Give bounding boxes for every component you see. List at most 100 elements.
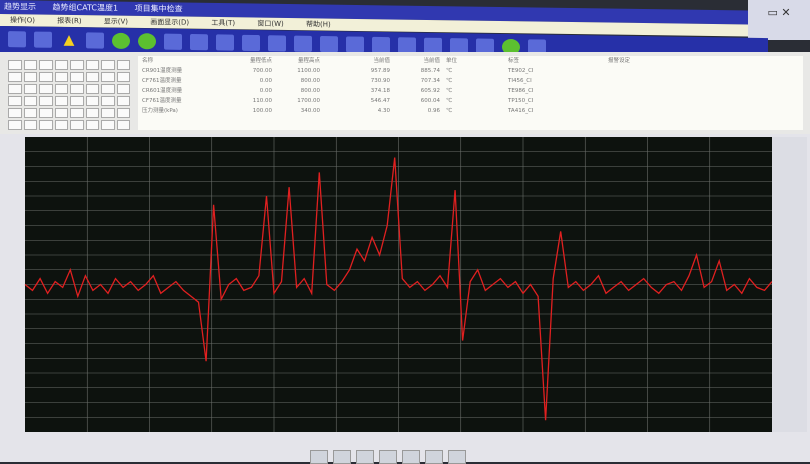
menu-item[interactable]: 工具(T): [211, 18, 236, 28]
pen-control-cell[interactable]: [54, 60, 68, 70]
table-cell: CR901温度测量: [142, 68, 183, 74]
pen-control-cell[interactable]: [116, 72, 130, 82]
pen-control-cell[interactable]: [39, 84, 53, 94]
pen-control-cell[interactable]: [8, 96, 22, 106]
pen-control-cell[interactable]: [23, 120, 37, 130]
window-controls[interactable]: ▭ ✕: [748, 0, 810, 40]
pen-control-cell[interactable]: [116, 60, 130, 70]
pen-control-cell[interactable]: [8, 84, 22, 94]
pen-control-cell[interactable]: [101, 60, 115, 70]
tab-inspect[interactable]: 项目集中检查: [134, 3, 183, 14]
col-header: 名称: [142, 58, 154, 64]
layout-icon[interactable]: [372, 36, 390, 54]
window-icon[interactable]: [242, 34, 260, 52]
display-icon[interactable]: [34, 31, 52, 48]
table-row[interactable]: 压力测量(kPa) 100.00 340.00 4.30 0.96 ℃ TA416_CI: [138, 106, 803, 116]
pen-control-cell[interactable]: [101, 120, 115, 130]
help-icon[interactable]: [86, 32, 104, 49]
pen-control-cell[interactable]: [8, 72, 22, 82]
pen-control-cell[interactable]: [39, 72, 53, 82]
table-cell: 600.04: [420, 98, 440, 104]
col-header: 报警设定: [608, 58, 631, 64]
table-row[interactable]: CR601温度测量 0.00 800.00 374.18 605.92 ℃ TE986_CI: [138, 86, 803, 96]
pen-control-cell[interactable]: [116, 96, 130, 106]
print-icon[interactable]: [320, 36, 338, 53]
table-cell: ℃: [446, 88, 453, 94]
pen-control-cell[interactable]: [85, 84, 99, 94]
trend-info-panel: 名称 量程低点 量程高点 当前值 当前值 单位 标签 报警设定 CR901温度测…: [0, 52, 810, 134]
table-cell: TE986_CI: [508, 88, 534, 94]
menu-item[interactable]: 画面显示(D): [150, 18, 190, 27]
pen-control-cell[interactable]: [101, 96, 115, 106]
pen-control-cell[interactable]: [116, 120, 130, 130]
col-header: 量程高点: [297, 58, 320, 64]
image-icon[interactable]: [190, 33, 208, 51]
menu-item[interactable]: 帮助(H): [305, 20, 331, 29]
table-cell: 707.34: [420, 78, 440, 84]
table-cell: TE902_CI: [508, 68, 534, 74]
tab-trend[interactable]: 趋势显示: [4, 2, 36, 12]
pen-control-cell[interactable]: [101, 108, 115, 118]
pen-control-cell[interactable]: [116, 108, 130, 118]
trend-chart[interactable]: [0, 134, 810, 462]
pen-control-cell[interactable]: [70, 60, 84, 70]
pen-control-cell[interactable]: [23, 84, 37, 94]
save-icon[interactable]: [164, 33, 182, 50]
menu-icon[interactable]: [8, 31, 26, 48]
col-header: 量程低点: [249, 58, 272, 64]
table-cell: CF761温度测量: [142, 98, 182, 104]
pen-control-cell[interactable]: [70, 72, 84, 82]
pen-control-cell[interactable]: [85, 120, 99, 130]
pen-control-cell[interactable]: [85, 96, 99, 106]
pen-control-cell[interactable]: [39, 96, 53, 106]
pen-control-cell[interactable]: [23, 72, 37, 82]
pen-control-cell[interactable]: [8, 108, 22, 118]
tab-trend-group[interactable]: 趋势组CATC温度1: [52, 2, 119, 13]
pen-control-cell[interactable]: [85, 72, 99, 82]
pen-control-cell[interactable]: [54, 108, 68, 118]
menu-item[interactable]: 操作(O): [10, 16, 35, 25]
pen-control-cell[interactable]: [54, 72, 68, 82]
pen-control-cell[interactable]: [39, 120, 53, 130]
table-row[interactable]: CF761温度测量 0.00 800.00 730.90 707.34 ℃ TI456_CI: [138, 76, 803, 86]
menu-item[interactable]: 显示(V): [103, 17, 129, 26]
window-icon[interactable]: [294, 35, 312, 52]
pen-control-cell[interactable]: [39, 108, 53, 118]
table-cell: 1700.00: [297, 98, 320, 104]
pen-control-cell[interactable]: [39, 60, 53, 70]
pen-control-cell[interactable]: [85, 60, 99, 70]
window-icon[interactable]: [268, 35, 286, 52]
pen-control-cell[interactable]: [116, 84, 130, 94]
menu-item[interactable]: 报表(R): [57, 16, 82, 26]
table-row[interactable]: CF761温度测量 110.00 1700.00 546.47 600.04 ℃ TP150…: [138, 96, 803, 106]
pen-control-cell[interactable]: [70, 84, 84, 94]
pen-control-cell[interactable]: [70, 108, 84, 118]
pen-control-cell[interactable]: [8, 120, 22, 130]
pen-control-cell[interactable]: [85, 108, 99, 118]
pen-control-cell[interactable]: [70, 96, 84, 106]
pen-control-cell[interactable]: [23, 108, 37, 118]
table-cell: ℃: [446, 68, 453, 74]
pen-control-cell[interactable]: [101, 84, 115, 94]
pen-table: 名称 量程低点 量程高点 当前值 当前值 单位 标签 报警设定 CR901温度测…: [138, 56, 803, 130]
pen-control-cell[interactable]: [54, 120, 68, 130]
pen-controls[interactable]: [8, 60, 130, 130]
forward-icon[interactable]: [138, 33, 156, 50]
back-icon[interactable]: [112, 32, 130, 50]
table-cell: 0.00: [259, 78, 272, 84]
pen-control-cell[interactable]: [101, 72, 115, 82]
pen-control-cell[interactable]: [70, 120, 84, 130]
pen-control-cell[interactable]: [54, 84, 68, 94]
table-cell: CF761温度测量: [142, 78, 182, 84]
col-header: 单位: [446, 58, 458, 64]
menu-item[interactable]: 窗口(W): [257, 19, 284, 28]
pen-control-cell[interactable]: [23, 96, 37, 106]
table-cell: 730.90: [370, 78, 390, 84]
window-icon[interactable]: [216, 34, 234, 51]
pen-control-cell[interactable]: [8, 60, 22, 70]
table-row[interactable]: CR901温度测量 700.00 1100.00 957.89 885.74 ℃ TE902…: [138, 66, 803, 76]
print-icon[interactable]: [346, 36, 364, 53]
pen-control-cell[interactable]: [23, 60, 37, 70]
pen-control-cell[interactable]: [54, 96, 68, 106]
alarm-warning-icon[interactable]: ▲: [63, 31, 75, 49]
